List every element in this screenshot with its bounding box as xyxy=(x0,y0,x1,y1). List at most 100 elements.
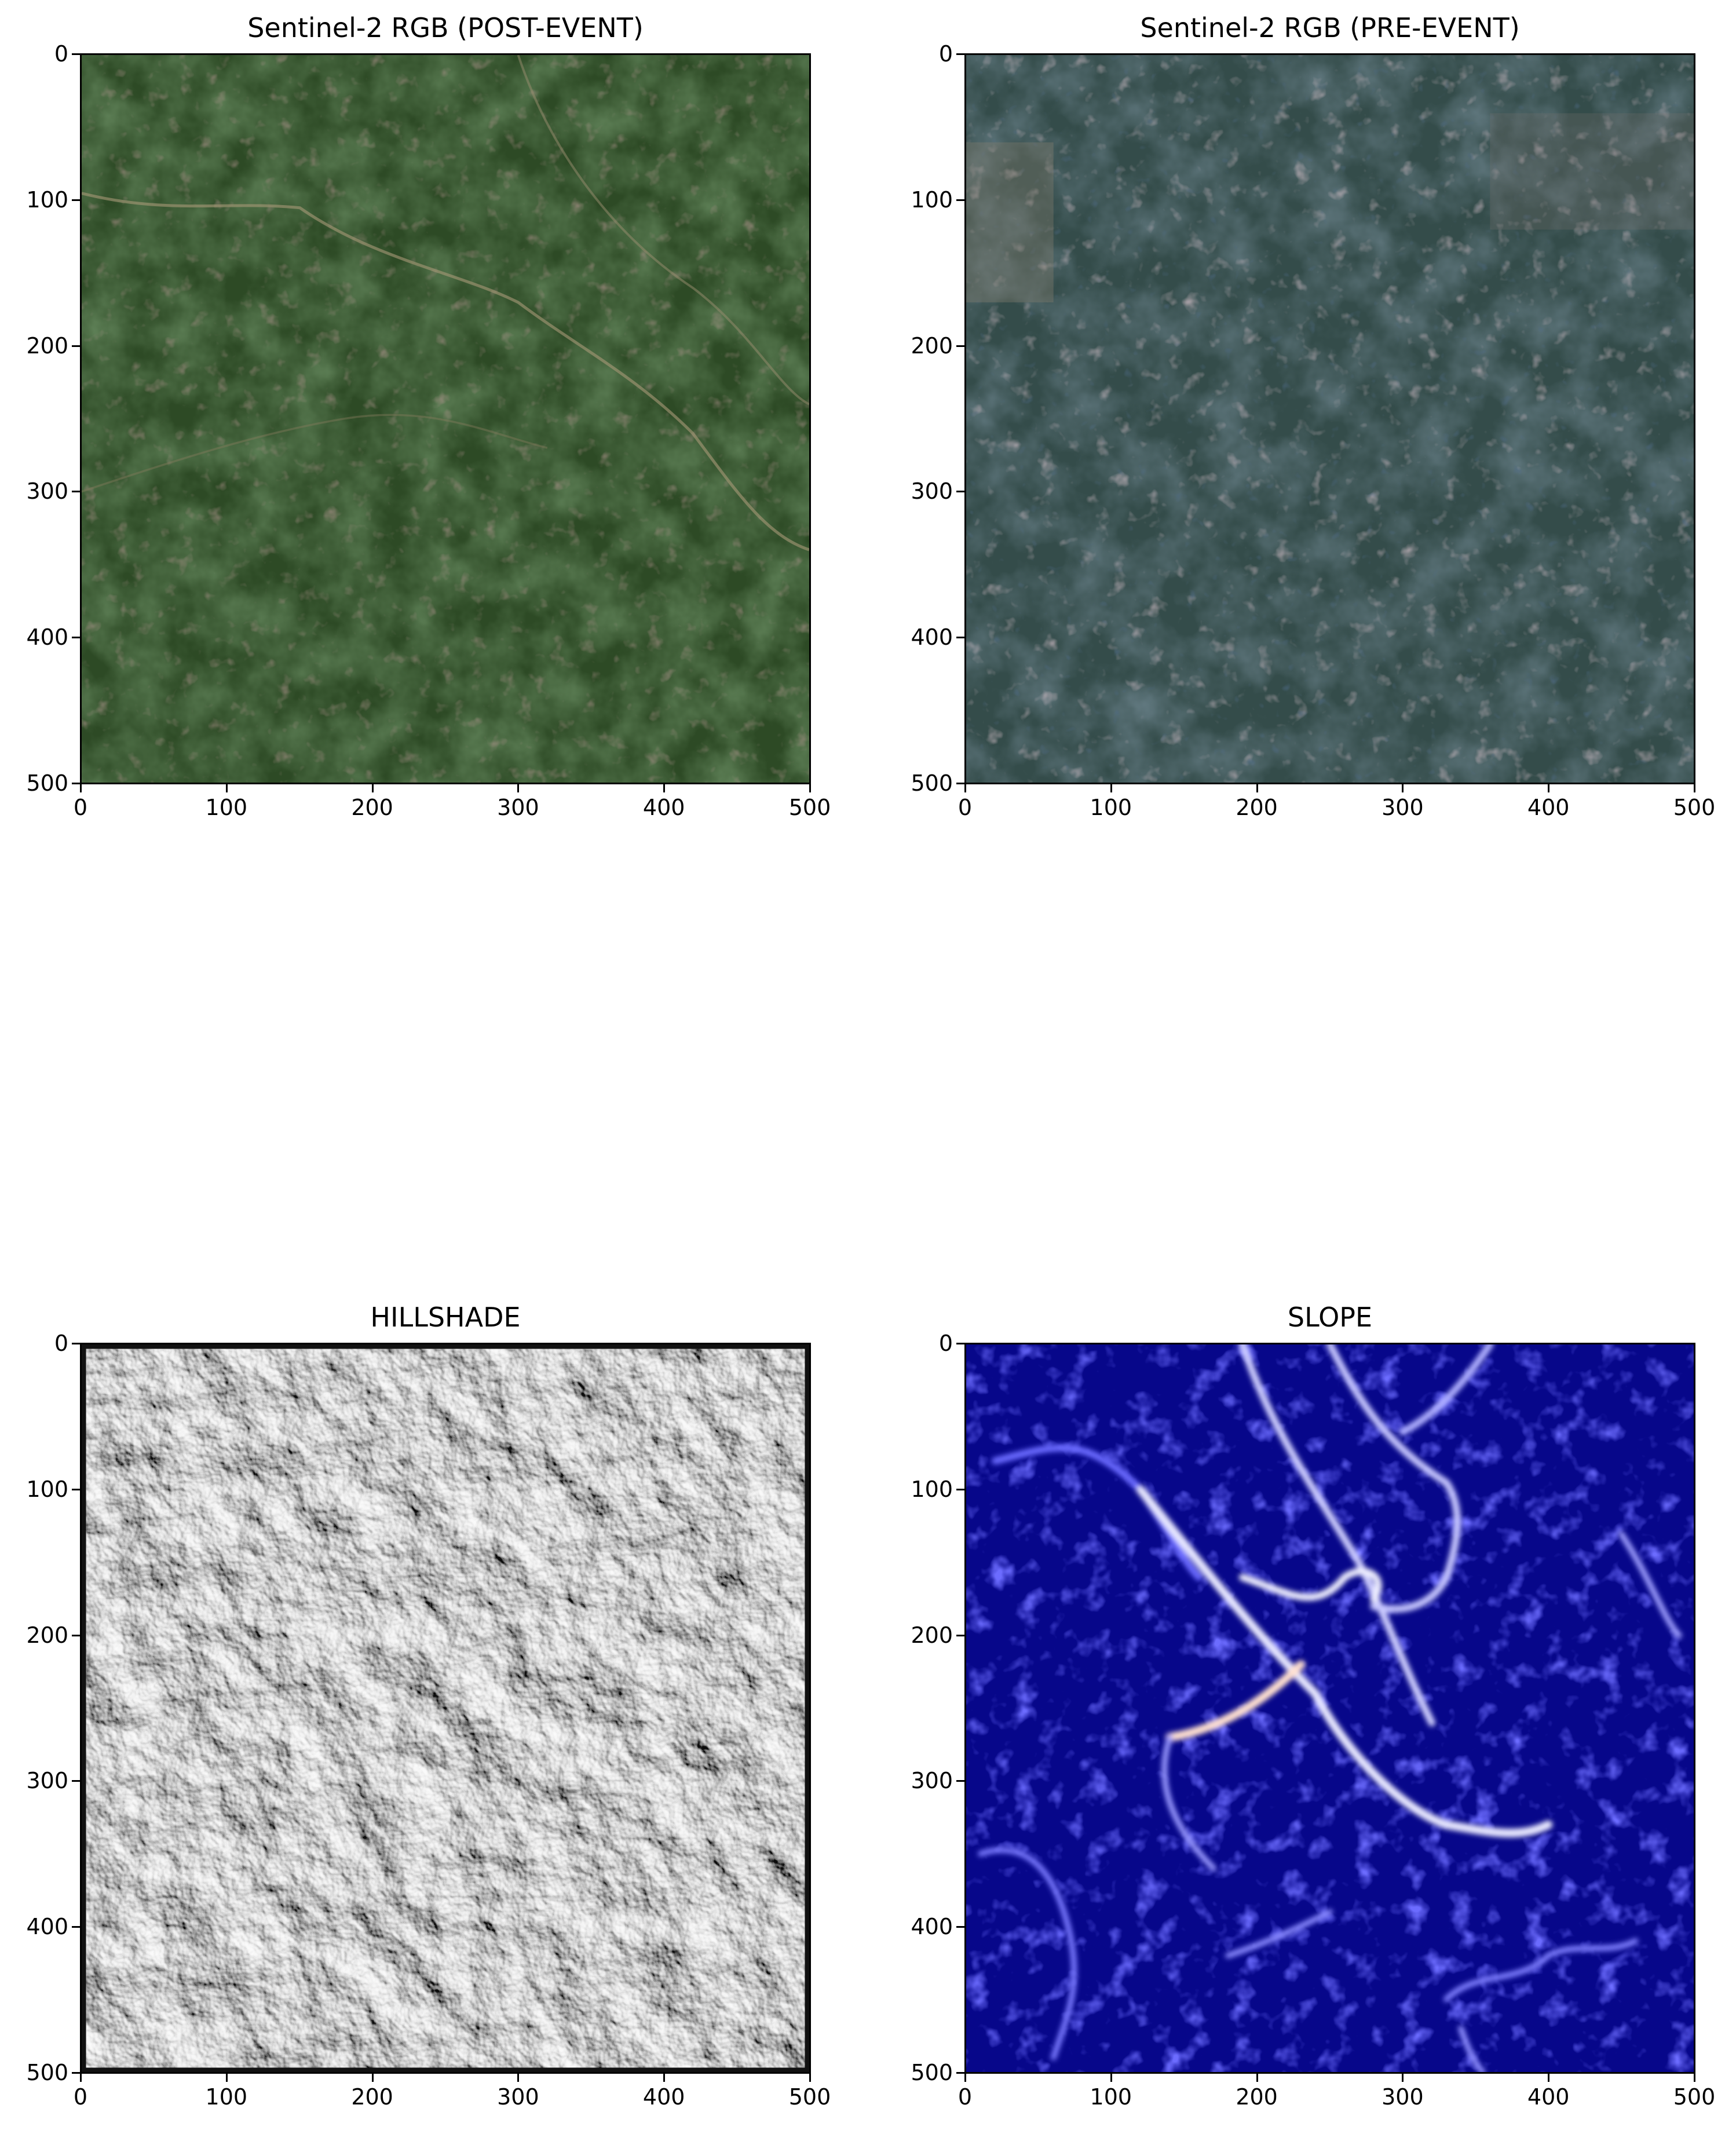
x-tick-mark xyxy=(1548,2074,1550,2082)
y-tick-label: 300 xyxy=(26,1768,68,1794)
y-tick-label: 300 xyxy=(911,478,953,505)
x-tick-mark xyxy=(1256,2074,1258,2082)
x-tick-label: 200 xyxy=(1236,2084,1278,2110)
x-tick-label: 500 xyxy=(1673,2084,1716,2110)
y-tick-mark xyxy=(72,1343,80,1344)
y-tick-label: 100 xyxy=(911,1476,953,1502)
y-tick-mark xyxy=(956,199,964,201)
x-tick-mark xyxy=(1548,784,1550,792)
y-tick-mark xyxy=(72,637,80,639)
x-tick-label: 500 xyxy=(788,2084,831,2110)
x-tick-mark xyxy=(1694,784,1695,792)
y-tick-mark xyxy=(956,1634,964,1636)
x-tick-label: 200 xyxy=(1236,795,1278,820)
y-tick-label: 500 xyxy=(911,770,953,796)
y-tick-label: 0 xyxy=(54,41,68,67)
x-tick-label: 100 xyxy=(205,795,248,820)
x-tick-mark xyxy=(1402,784,1404,792)
x-tick-label: 400 xyxy=(1527,2084,1570,2110)
x-tick-mark xyxy=(809,2074,811,2082)
slope-raster xyxy=(966,1344,1694,2072)
x-tick-mark xyxy=(517,2074,520,2082)
y-tick-label: 100 xyxy=(911,187,953,213)
y-tick-mark xyxy=(956,637,964,639)
y-tick-mark xyxy=(956,1488,964,1490)
x-tick-mark xyxy=(371,2074,374,2082)
x-tick-mark xyxy=(1402,2074,1404,2082)
x-tick-label: 0 xyxy=(957,2084,973,2110)
x-tick-label: 300 xyxy=(497,2084,539,2110)
y-tick-label: 200 xyxy=(26,332,68,359)
x-tick-mark xyxy=(225,2074,228,2082)
panel-title: SLOPE xyxy=(1287,1302,1373,1333)
y-tick-mark xyxy=(956,345,964,347)
y-tick-mark xyxy=(72,491,80,493)
y-tick-label: 400 xyxy=(26,624,68,651)
x-tick-mark xyxy=(964,2074,966,2082)
x-tick-mark xyxy=(1256,784,1258,792)
x-tick-mark xyxy=(663,784,666,792)
x-tick-label: 500 xyxy=(1673,795,1716,820)
pre-event-image xyxy=(964,53,1695,784)
x-tick-label: 400 xyxy=(1527,795,1570,820)
y-tick-mark xyxy=(72,1488,80,1490)
x-tick-mark xyxy=(1694,2074,1695,2082)
y-tick-mark xyxy=(956,1926,964,1928)
x-tick-label: 200 xyxy=(351,795,393,820)
panel-title: HILLSHADE xyxy=(370,1302,521,1333)
y-tick-label: 0 xyxy=(938,1331,953,1356)
y-tick-mark xyxy=(956,53,964,55)
y-tick-label: 0 xyxy=(938,41,953,67)
panel-title: Sentinel-2 RGB (POST-EVENT) xyxy=(247,12,644,43)
y-tick-label: 500 xyxy=(911,2060,953,2085)
y-tick-label: 500 xyxy=(26,770,68,796)
x-tick-label: 400 xyxy=(642,795,685,820)
x-tick-label: 200 xyxy=(351,2084,393,2110)
x-tick-mark xyxy=(1110,2074,1112,2082)
y-tick-mark xyxy=(956,1343,964,1344)
y-tick-label: 300 xyxy=(26,478,68,505)
y-tick-mark xyxy=(956,491,964,493)
x-tick-label: 100 xyxy=(1090,795,1132,820)
y-tick-label: 300 xyxy=(911,1768,953,1794)
y-tick-label: 200 xyxy=(911,1622,953,1648)
x-tick-mark xyxy=(80,2074,82,2082)
y-tick-label: 500 xyxy=(26,2060,68,2085)
x-tick-label: 0 xyxy=(957,795,973,820)
y-tick-label: 100 xyxy=(26,187,68,213)
slope-image xyxy=(964,1343,1695,2074)
x-tick-mark xyxy=(371,784,374,792)
x-tick-label: 0 xyxy=(73,795,88,820)
hillshade-image xyxy=(80,1343,811,2074)
x-tick-mark xyxy=(517,784,520,792)
x-tick-label: 500 xyxy=(788,795,831,820)
panel-title: Sentinel-2 RGB (PRE-EVENT) xyxy=(1140,12,1520,43)
x-tick-mark xyxy=(809,784,811,792)
x-tick-mark xyxy=(964,784,966,792)
y-tick-mark xyxy=(72,2072,80,2074)
post-event-image xyxy=(80,53,811,784)
x-tick-mark xyxy=(663,2074,666,2082)
x-tick-mark xyxy=(1110,784,1112,792)
y-tick-mark xyxy=(956,2072,964,2074)
y-tick-mark xyxy=(72,783,80,784)
x-tick-label: 300 xyxy=(497,795,539,820)
y-tick-mark xyxy=(956,783,964,784)
y-tick-mark xyxy=(72,1780,80,1782)
x-tick-label: 0 xyxy=(73,2084,88,2110)
y-tick-label: 400 xyxy=(911,1914,953,1940)
x-tick-label: 300 xyxy=(1382,2084,1424,2110)
y-tick-mark xyxy=(956,1780,964,1782)
y-tick-label: 400 xyxy=(26,1914,68,1940)
y-tick-mark xyxy=(72,1634,80,1636)
x-tick-label: 100 xyxy=(205,2084,248,2110)
y-tick-label: 100 xyxy=(26,1476,68,1502)
x-tick-label: 300 xyxy=(1382,795,1424,820)
y-tick-label: 200 xyxy=(911,332,953,359)
y-tick-mark xyxy=(72,199,80,201)
x-tick-mark xyxy=(225,784,228,792)
x-tick-label: 400 xyxy=(642,2084,685,2110)
y-tick-label: 400 xyxy=(911,624,953,651)
hillshade-raster xyxy=(82,1344,809,2072)
y-tick-mark xyxy=(72,53,80,55)
